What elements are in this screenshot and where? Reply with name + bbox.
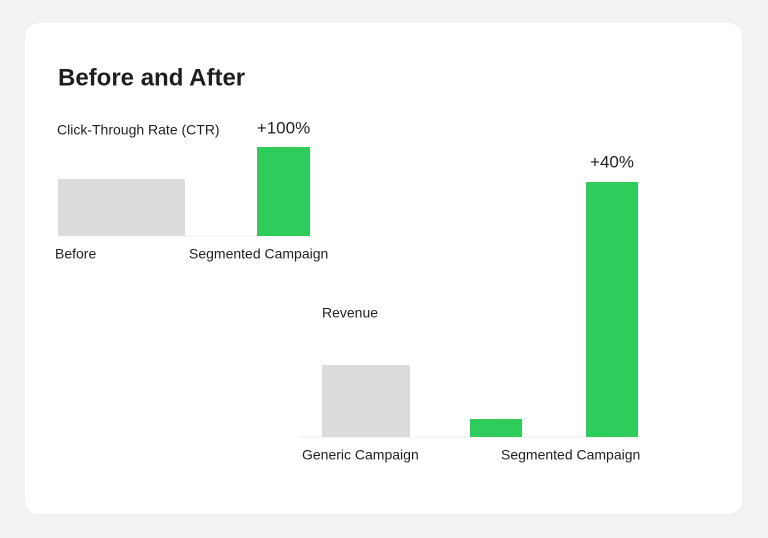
bar (257, 147, 310, 236)
bar (58, 179, 185, 236)
annotation: +40% (590, 152, 634, 171)
x-tick-label: Before (55, 246, 96, 262)
card (25, 23, 742, 514)
x-tick-label: Generic Campaign (302, 447, 419, 463)
chart-title: Revenue (322, 305, 378, 321)
x-tick-label: Segmented Campaign (501, 447, 640, 463)
chart-title: Click-Through Rate (CTR) (57, 122, 220, 138)
bar (586, 182, 638, 437)
x-tick-label: Segmented Campaign (189, 246, 328, 262)
page-title: Before and After (58, 64, 245, 91)
bar (322, 365, 410, 437)
annotation: +100% (257, 118, 310, 137)
bar (470, 419, 522, 437)
